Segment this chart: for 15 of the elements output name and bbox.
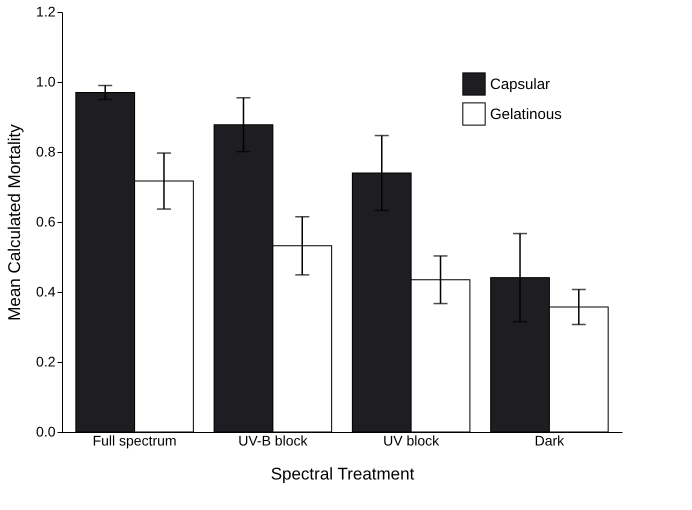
x-tick-label: Dark [534, 432, 566, 448]
legend-label: Gelatinous [490, 106, 562, 123]
x-axis-title: Spectral Treatment [270, 464, 415, 484]
y-tick-label: 0.8 [36, 144, 56, 160]
y-axis-title: Mean Calculated Mortality [5, 124, 24, 321]
y-tick-label: 1.0 [36, 74, 56, 90]
y-tick-label: 0.6 [36, 214, 56, 230]
legend-label: Capsular [490, 76, 550, 93]
y-tick-label: 0.0 [36, 424, 56, 440]
x-tick-label: UV-B block [238, 432, 308, 448]
x-tick-label: UV block [383, 432, 440, 448]
x-tick-label: Full spectrum [92, 432, 177, 448]
y-tick-label: 0.2 [36, 354, 56, 370]
y-tick-label: 1.2 [36, 4, 56, 20]
y-tick-label: 0.4 [36, 284, 56, 300]
